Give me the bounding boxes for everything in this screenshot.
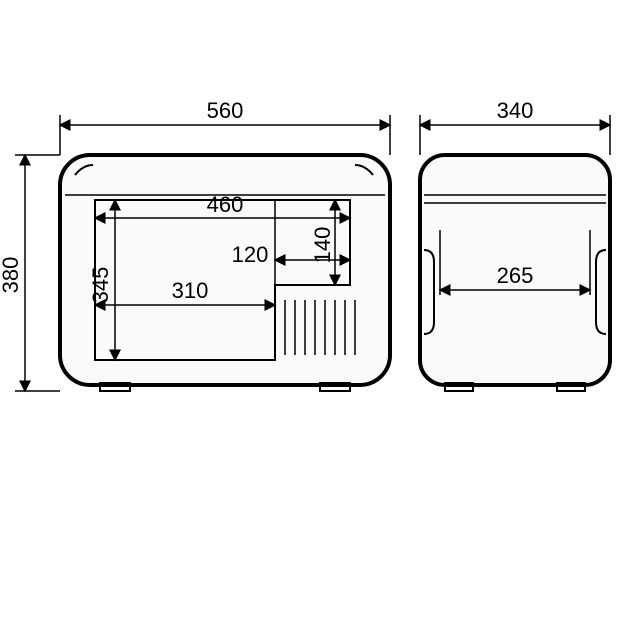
dim-345-label: 345: [88, 267, 113, 304]
dim-120-label: 120: [232, 242, 269, 267]
dim-265-label: 265: [497, 263, 534, 288]
dim-310-label: 310: [172, 278, 209, 303]
dim-380-label: 380: [0, 257, 23, 294]
dim-560-label: 560: [207, 98, 244, 123]
side-view: 340 265: [420, 98, 610, 391]
dim-560: 560: [60, 98, 390, 155]
front-view: 560 380 460 140 120 345: [0, 98, 390, 391]
dim-460-label: 460: [207, 192, 244, 217]
dim-380: 380: [0, 155, 60, 391]
dim-340-label: 340: [497, 98, 534, 123]
dim-340: 340: [420, 98, 610, 155]
dim-140-label: 140: [310, 227, 335, 264]
